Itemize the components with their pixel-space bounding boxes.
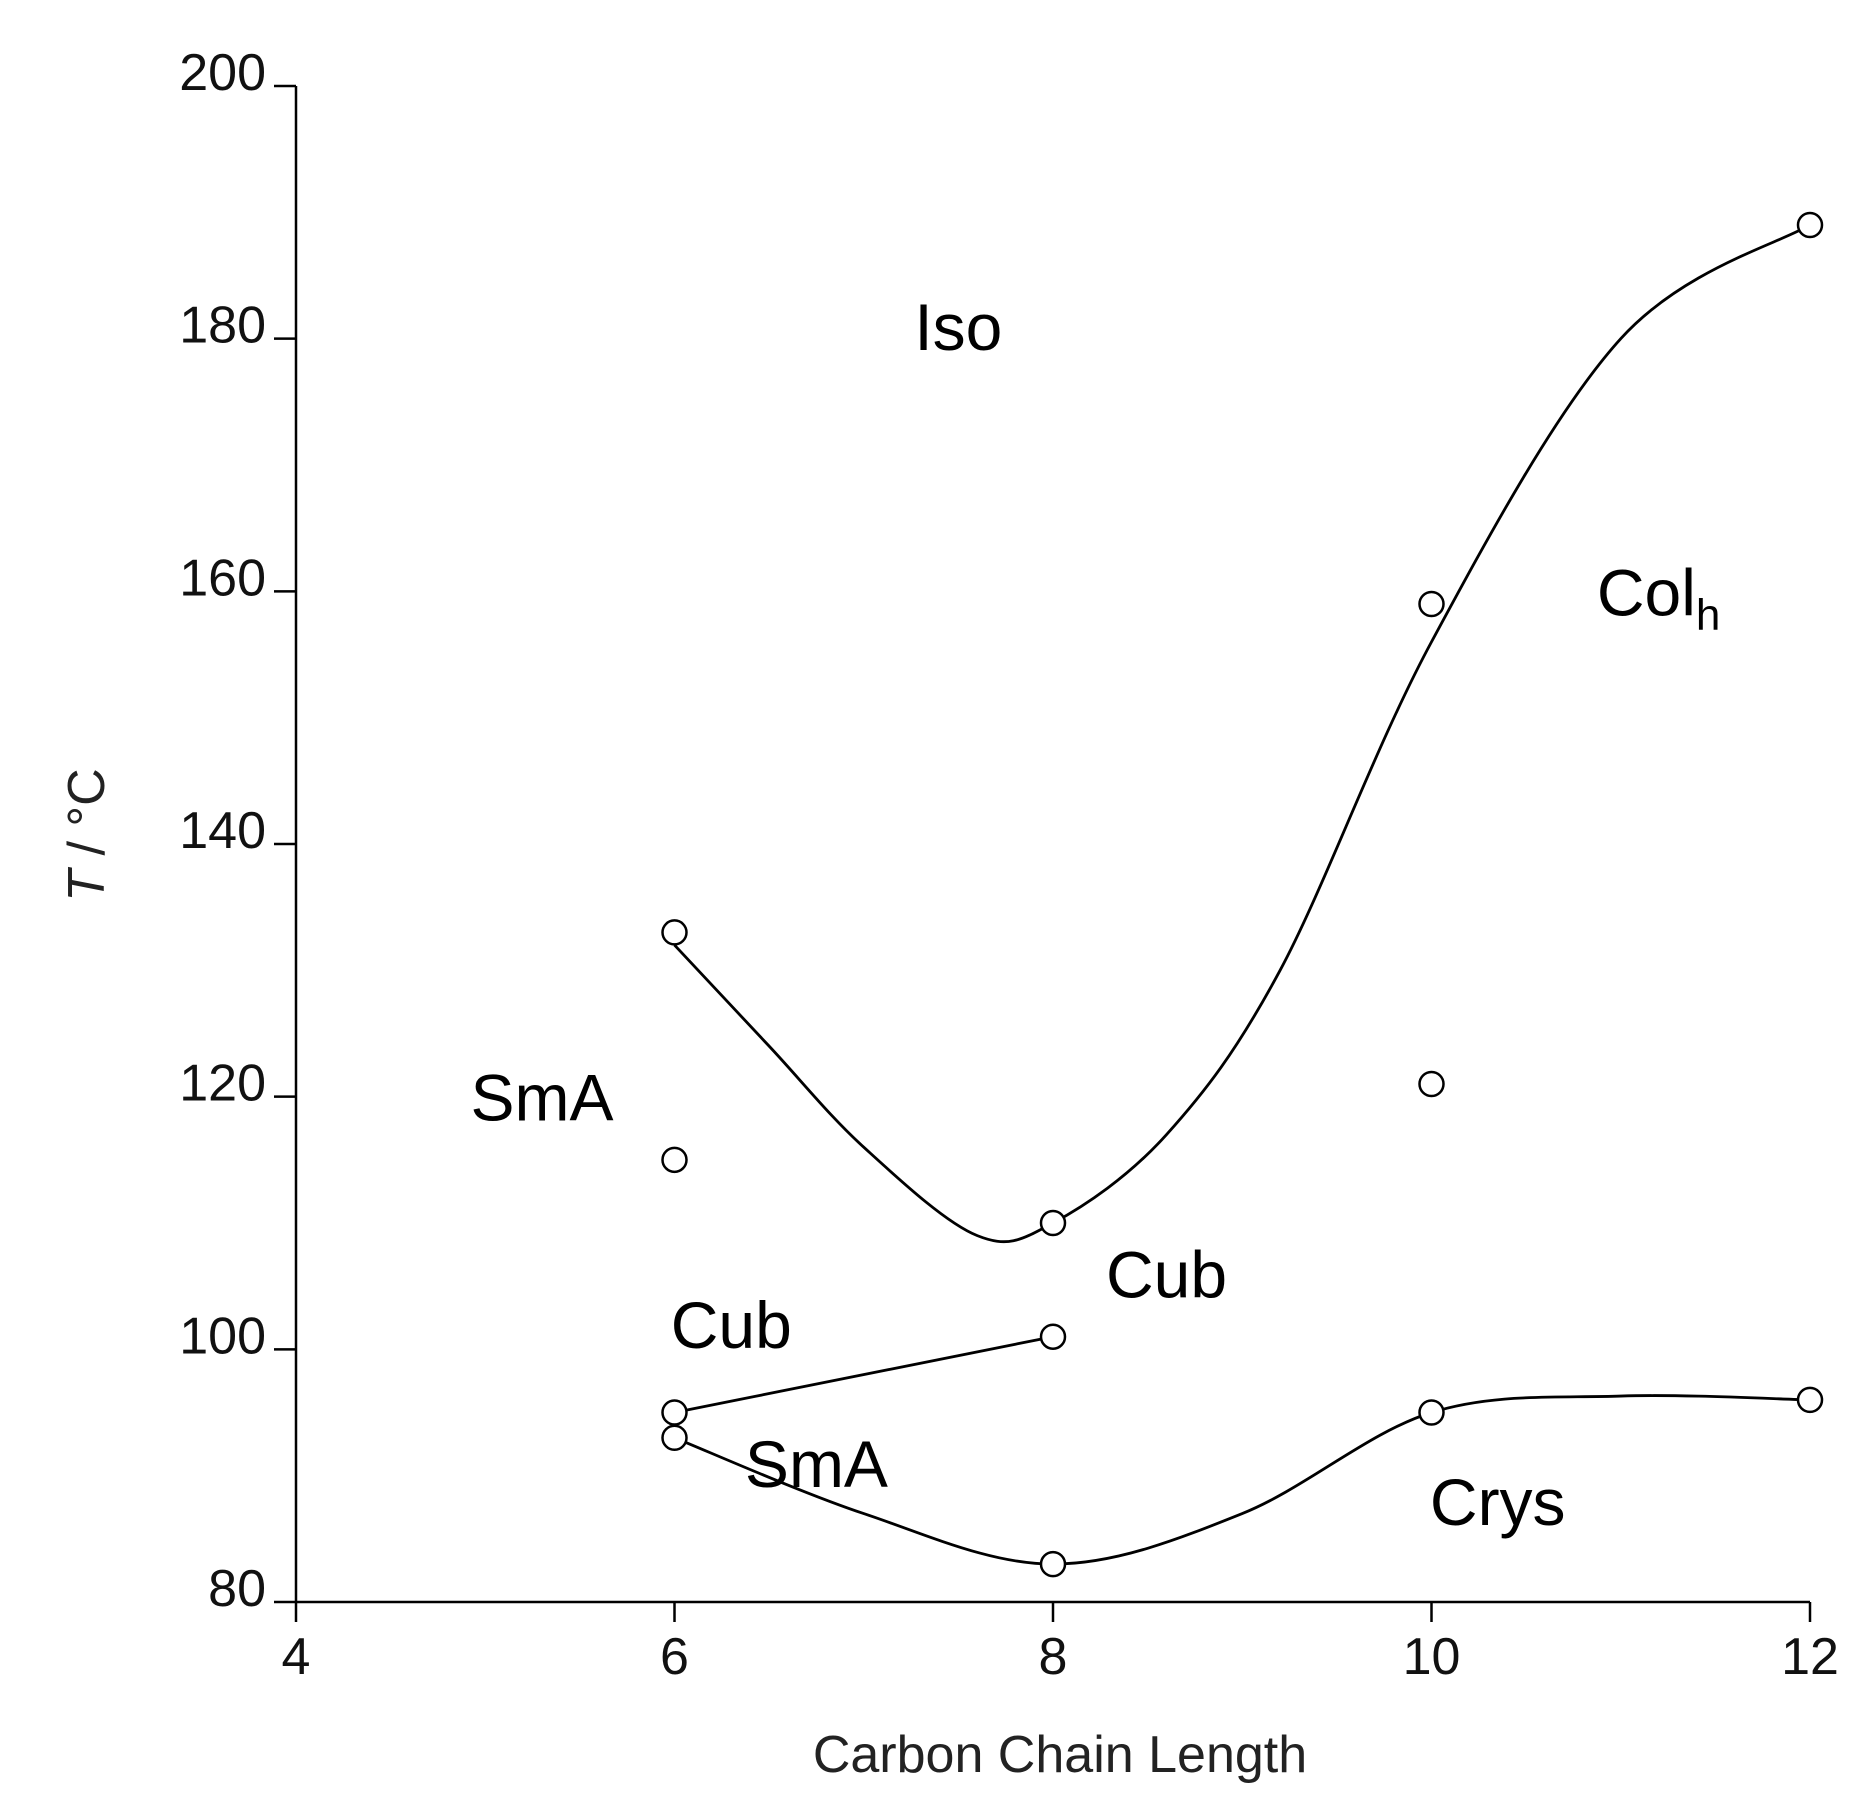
data-point-marker: [1418, 1399, 1445, 1426]
phase-label: SmA: [745, 1427, 888, 1501]
phase-labels-layer: Iso Colh SmA Cub Cub SmA Crys: [471, 290, 1721, 1539]
y-axis-title-unit: / °C: [58, 768, 116, 870]
x-axis-title: Carbon Chain Length: [813, 1726, 1307, 1784]
isotropization-boundary-curve: [673, 223, 1811, 1244]
data-point-marker: [1796, 1386, 1824, 1414]
x-tick-label: 12: [1781, 1628, 1839, 1686]
phase-label-subscript: h: [1696, 590, 1720, 639]
phase-label: Iso: [914, 290, 1002, 364]
cub-smA-boundary-curve: [674, 1335, 1054, 1414]
y-tick-label: 160: [179, 549, 266, 607]
data-point-marker: [1418, 1070, 1445, 1098]
phase-label: Cub: [671, 1288, 792, 1362]
data-point-marker: [661, 919, 688, 946]
y-tick-label: 180: [179, 297, 266, 355]
x-tick-label: 8: [1039, 1628, 1068, 1686]
data-point-marker: [1796, 211, 1824, 239]
data-point-marker: [661, 1146, 688, 1174]
axes: [294, 86, 1810, 1604]
x-tick-label: 6: [660, 1628, 689, 1686]
phase-label-text: Cub: [1106, 1238, 1227, 1312]
data-point-marker: [1039, 1550, 1067, 1578]
phase-label: Colh: [1597, 555, 1721, 639]
phase-label-text: SmA: [745, 1427, 888, 1501]
data-point-marker: [661, 1424, 688, 1452]
x-tick-label: 10: [1403, 1628, 1461, 1686]
data-point-marker: [1039, 1209, 1067, 1237]
phase-label-text: Iso: [914, 290, 1002, 364]
data-point-marker: [661, 1399, 688, 1426]
y-tick-label: 80: [208, 1560, 266, 1618]
curves-layer: [673, 223, 1811, 1566]
y-tick-label: 100: [179, 1307, 266, 1365]
phase-label: SmA: [471, 1061, 614, 1135]
y-axis-title-symbol: T: [58, 867, 116, 902]
ticks-layer: 80 100 120 140 160 180 200 4 6 8 10 12: [179, 44, 1839, 1686]
phase-label: Cub: [1106, 1238, 1227, 1312]
y-axis-title: T / °C: [58, 768, 116, 901]
y-tick-label: 120: [179, 1055, 266, 1113]
phase-label-text: SmA: [471, 1061, 614, 1135]
phase-label-text: Crys: [1430, 1465, 1566, 1539]
markers-layer: [661, 211, 1824, 1578]
data-point-marker: [1418, 590, 1445, 618]
y-tick-label: 200: [179, 44, 266, 102]
melting-boundary-curve: [673, 1394, 1811, 1566]
data-point-marker: [1039, 1323, 1067, 1350]
phase-label-text: Cub: [671, 1288, 792, 1362]
phase-label-text: Col: [1597, 555, 1696, 629]
phase-label: Crys: [1430, 1465, 1566, 1539]
x-tick-label: 4: [282, 1628, 311, 1686]
y-tick-label: 140: [179, 802, 266, 860]
